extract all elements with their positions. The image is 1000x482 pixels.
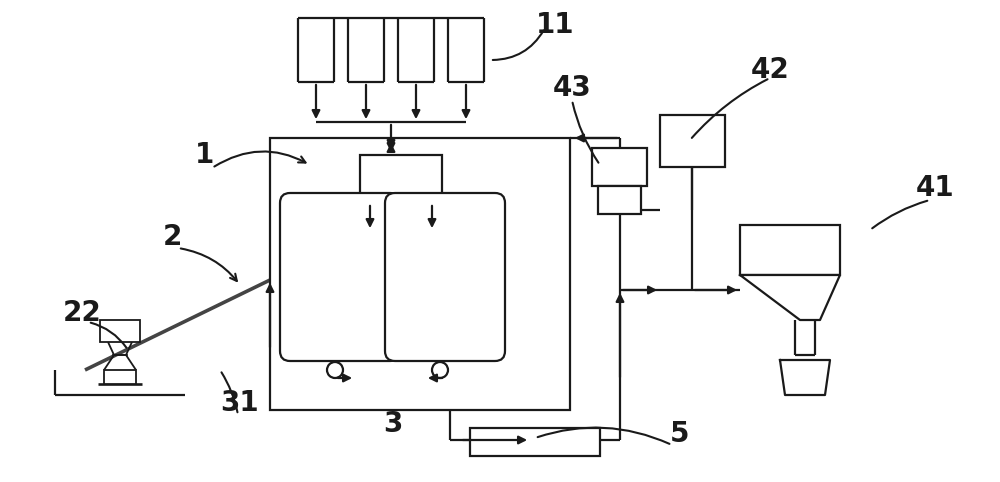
Bar: [740, 225, 840, 275]
Text: 1: 1: [195, 141, 215, 169]
Bar: [100, 320, 140, 342]
Text: 5: 5: [670, 420, 690, 448]
Bar: [660, 115, 725, 167]
Polygon shape: [780, 360, 830, 395]
Bar: [598, 186, 641, 214]
Text: 22: 22: [63, 299, 101, 327]
Bar: [270, 138, 570, 410]
Text: 2: 2: [162, 223, 182, 251]
Bar: [470, 428, 600, 456]
Polygon shape: [740, 275, 840, 320]
Text: 41: 41: [916, 174, 954, 202]
Text: 31: 31: [221, 389, 259, 417]
Bar: [592, 148, 647, 186]
Text: 43: 43: [553, 74, 591, 102]
FancyBboxPatch shape: [280, 193, 400, 361]
FancyBboxPatch shape: [385, 193, 505, 361]
Text: 3: 3: [383, 410, 403, 438]
Bar: [104, 370, 136, 384]
Text: 11: 11: [536, 11, 574, 39]
Bar: [360, 155, 442, 203]
Text: 42: 42: [751, 56, 789, 84]
